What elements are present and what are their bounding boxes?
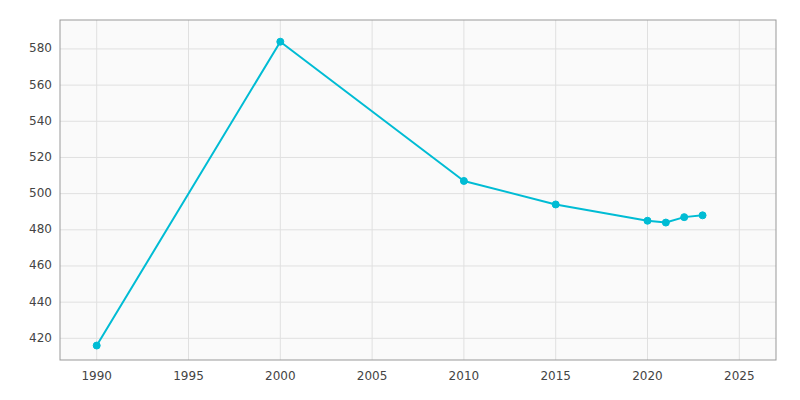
x-tick-label: 2005 <box>357 369 388 383</box>
point <box>662 219 669 226</box>
x-tick-label: 2010 <box>449 369 480 383</box>
plot-area <box>60 20 776 360</box>
y-tick-label: 520 <box>29 150 52 164</box>
series <box>93 38 706 349</box>
x-tick-label: 2015 <box>540 369 571 383</box>
y-tick-label: 440 <box>29 295 52 309</box>
y-grid-line <box>60 193 776 194</box>
y-tick-label: 460 <box>29 258 52 272</box>
y-tick-label: 540 <box>29 114 52 128</box>
y-tick-label: 480 <box>29 222 52 236</box>
x-grid-line <box>188 20 189 360</box>
point <box>93 342 100 349</box>
chart-svg: 420 440 460 480 500 520 540 560 580 1990 1995 2000 2… <box>0 0 800 400</box>
point <box>699 212 706 219</box>
point <box>681 214 688 221</box>
x-tick-label: 2020 <box>632 369 663 383</box>
x-grid-line <box>647 20 648 360</box>
point <box>277 38 284 45</box>
plot-frame <box>60 20 776 360</box>
y-grid-line <box>60 338 776 339</box>
y-tick-label: 560 <box>29 78 52 92</box>
y-grid-line <box>60 302 776 303</box>
y-tick-label: 500 <box>29 186 52 200</box>
x-tick-label: 1990 <box>81 369 112 383</box>
y-grid-line <box>60 157 776 158</box>
chart-container: 420 440 460 480 500 520 540 560 580 1990 1995 2000 2… <box>0 0 800 400</box>
point <box>460 177 467 184</box>
y-grid-line <box>60 48 776 49</box>
point <box>552 201 559 208</box>
grid <box>60 20 776 360</box>
y-grid-line <box>60 121 776 122</box>
x-tick-label: 1995 <box>173 369 204 383</box>
point <box>644 217 651 224</box>
x-grid-line <box>739 20 740 360</box>
x-grid-line <box>463 20 464 360</box>
x-grid-line <box>96 20 97 360</box>
x-tick-label: 2025 <box>724 369 755 383</box>
y-grid-line <box>60 85 776 86</box>
x-grid-line <box>372 20 373 360</box>
line <box>97 42 703 346</box>
y-grid-line <box>60 265 776 266</box>
x-grid-line <box>280 20 281 360</box>
y-tick-label: 420 <box>29 331 52 345</box>
y-tick-label: 580 <box>29 41 52 55</box>
x-tick-label: 2000 <box>265 369 296 383</box>
x-grid-line <box>555 20 556 360</box>
